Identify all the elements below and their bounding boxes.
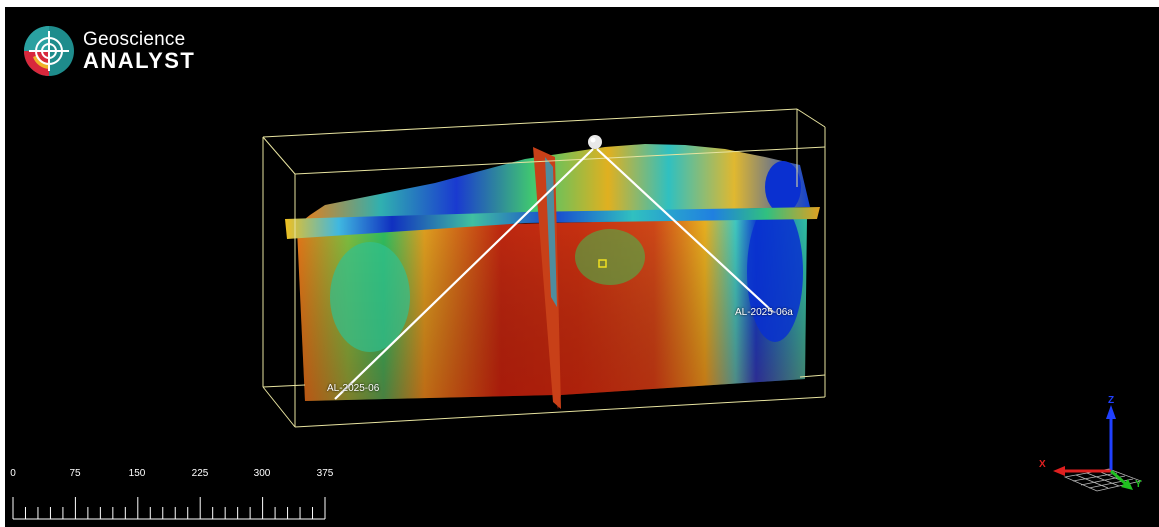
3d-viewport[interactable]: Geoscience ANALYST AL-2025-06 AL-2025-06…	[5, 7, 1159, 527]
drillhole-label-east[interactable]: AL-2025-06a	[735, 307, 793, 318]
scale-label-150: 150	[128, 468, 146, 479]
drillhole-trace-east	[596, 148, 774, 313]
logo-line2: ANALYST	[83, 48, 196, 73]
selection-marker[interactable]	[598, 259, 607, 268]
scale-ruler	[12, 497, 326, 520]
scale-label-75: 75	[69, 468, 81, 479]
x-axis-label: X	[1039, 459, 1046, 470]
scale-bar: 0 75 150 225 300 375	[5, 462, 365, 522]
drillhole-collar-highlight	[590, 137, 596, 143]
scale-label-225: 225	[191, 468, 209, 479]
logo-line1: Geoscience	[83, 29, 186, 50]
drillhole-trace-west	[334, 148, 594, 400]
y-axis-arrow	[1121, 479, 1133, 490]
horizontal-section[interactable]	[285, 207, 820, 239]
3d-scene[interactable]	[5, 7, 1159, 527]
z-axis-arrow	[1106, 405, 1116, 419]
drillhole-collar[interactable]	[588, 135, 602, 149]
x-axis-arrow	[1053, 466, 1065, 476]
app-logo: Geoscience ANALYST	[23, 25, 195, 77]
orientation-axes	[1053, 405, 1143, 492]
scale-label-0: 0	[10, 468, 16, 479]
scale-label-300: 300	[253, 468, 271, 479]
anomaly-green-center	[575, 229, 645, 285]
z-axis-label: Z	[1108, 395, 1115, 406]
anomaly-blue-east	[747, 202, 803, 342]
logo-wordmark: Geoscience ANALYST	[83, 30, 195, 72]
scale-label-375: 375	[316, 468, 334, 479]
anomaly-green-west	[330, 242, 410, 352]
y-axis-label: Y	[1135, 479, 1142, 490]
drillhole-label-west[interactable]: AL-2025-06	[327, 383, 380, 394]
bounding-box	[262, 108, 826, 428]
model-top-surface[interactable]	[305, 144, 810, 219]
cross-section-edge	[545, 157, 557, 307]
y-axis	[1110, 469, 1128, 487]
anomaly-blue-top	[765, 161, 801, 213]
geoscience-analyst-logo-icon	[24, 26, 74, 76]
